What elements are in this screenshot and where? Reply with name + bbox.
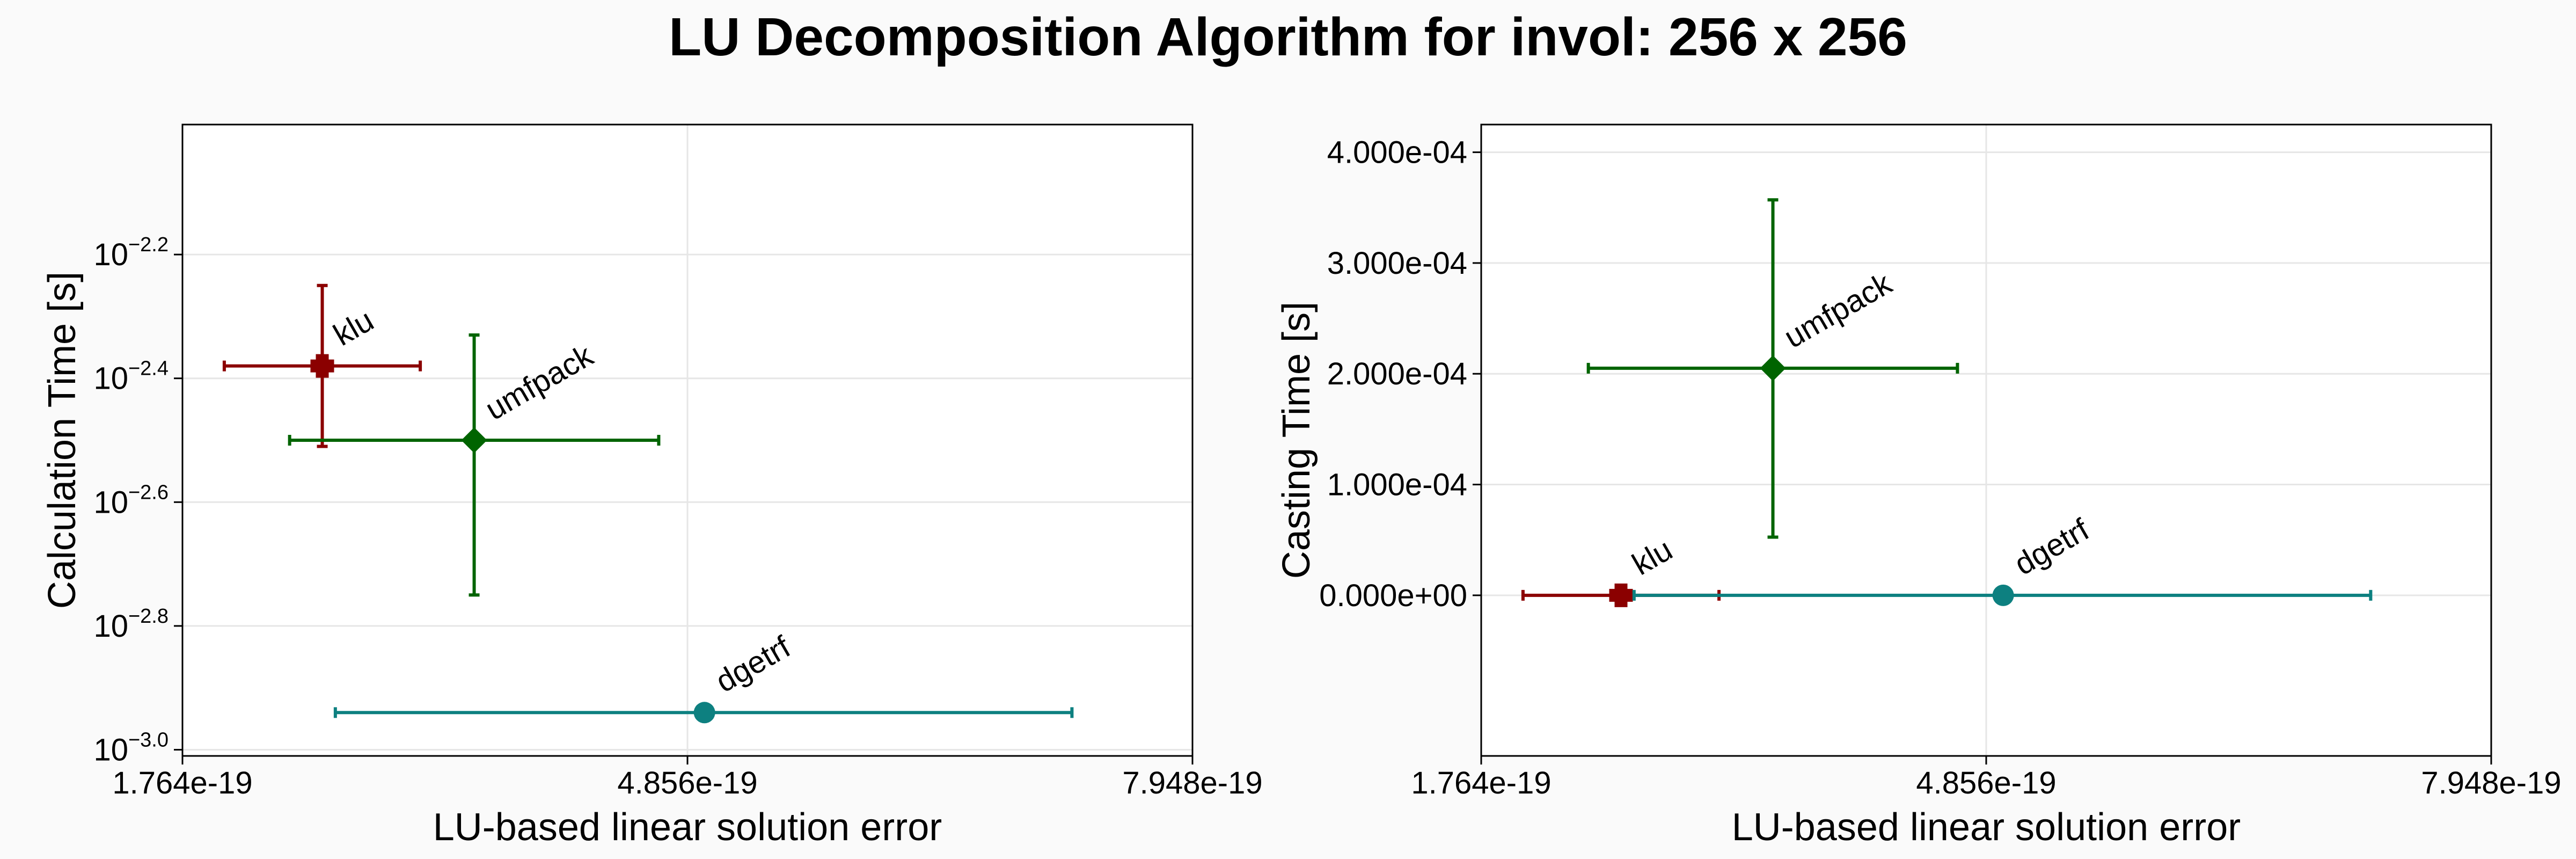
x-tick-label: 1.764e-19 [112,766,252,800]
marker-umfpack [461,427,487,453]
marker-dgetrf [693,702,715,724]
marker-umfpack [1760,355,1786,381]
y-tick-label: 0.000e+00 [1319,578,1467,613]
x-tick-label: 7.948e-19 [2421,766,2561,800]
x-axis-label: LU-based linear solution error [1732,806,2241,849]
y-tick-label: 10−2.2 [93,234,169,272]
plot-panel-2: 1.764e-19 4.856e-19 7.948e-19 4.000e-04 3.00… [1275,123,2562,849]
marker-dgetrf [1992,584,2014,606]
y-tick-label: 10−2.4 [93,358,169,396]
series-klu: klu [1521,532,1721,607]
y-tick-label: 3.000e-04 [1327,246,1467,281]
y-tick-label: 1.000e-04 [1327,468,1467,503]
y-tick-label: 10−3.0 [93,729,169,767]
x-tick-label: 4.856e-19 [617,766,757,800]
page-title: LU Decomposition Algorithm for invol: 25… [669,7,1907,67]
y-tick-label: 10−2.6 [93,481,169,520]
plot-frame [1480,123,2492,757]
y-tick-label: 2.000e-04 [1327,356,1467,391]
plot-frame [181,123,1194,757]
marker-klu [1609,583,1633,607]
x-tick-label: 1.764e-19 [1411,766,1551,800]
plot-panel-1: 1.764e-19 4.856e-19 7.948e-19 10−2.2 10−2.4 1… [41,123,1263,849]
x-tick-label: 4.856e-19 [1916,766,2056,800]
y-tick-label: 10−2.8 [93,605,169,644]
x-tick-label: 7.948e-19 [1122,766,1262,800]
y-axis-label: Calculation Time [s] [41,272,84,609]
series-klu: klu [222,283,422,448]
x-axis-label: LU-based linear solution error [433,806,942,849]
marker-klu [310,354,334,378]
y-tick-label: 4.000e-04 [1327,135,1467,170]
y-axis-label: Casting Time [s] [1275,302,1318,579]
